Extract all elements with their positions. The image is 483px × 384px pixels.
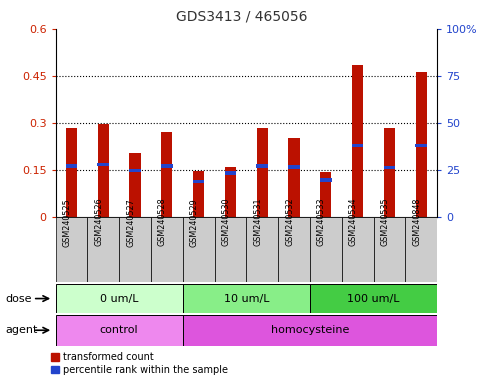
Text: GSM240533: GSM240533: [317, 198, 326, 247]
Text: control: control: [100, 325, 139, 335]
Bar: [310, 284, 437, 313]
Text: dose: dose: [6, 293, 32, 304]
Bar: [98, 124, 109, 217]
Bar: [183, 284, 310, 313]
Bar: [256, 127, 268, 217]
Bar: [352, 65, 363, 217]
Text: 100 um/L: 100 um/L: [347, 293, 400, 304]
Bar: [278, 217, 310, 282]
Bar: [320, 172, 331, 217]
Bar: [129, 169, 141, 172]
Text: GSM240535: GSM240535: [381, 198, 389, 247]
Bar: [342, 217, 373, 282]
Bar: [256, 164, 268, 167]
Text: 10 um/L: 10 um/L: [224, 293, 269, 304]
Bar: [87, 217, 119, 282]
Text: GSM240527: GSM240527: [126, 198, 135, 247]
Bar: [183, 217, 214, 282]
Text: GSM240532: GSM240532: [285, 198, 294, 247]
Bar: [214, 217, 246, 282]
Text: GSM240526: GSM240526: [94, 198, 103, 247]
Bar: [56, 284, 183, 313]
Text: GSM240525: GSM240525: [62, 198, 71, 247]
Bar: [66, 127, 77, 217]
Text: 0 um/L: 0 um/L: [100, 293, 139, 304]
Text: GSM240534: GSM240534: [349, 198, 357, 247]
Bar: [310, 217, 342, 282]
Bar: [384, 127, 395, 217]
Bar: [66, 164, 77, 167]
Bar: [56, 217, 87, 282]
Bar: [352, 144, 364, 147]
Bar: [246, 217, 278, 282]
Bar: [56, 315, 183, 346]
Legend: transformed count, percentile rank within the sample: transformed count, percentile rank withi…: [51, 353, 228, 375]
Bar: [288, 138, 299, 217]
Bar: [161, 132, 172, 217]
Bar: [119, 217, 151, 282]
Bar: [384, 166, 395, 169]
Text: GSM240528: GSM240528: [158, 198, 167, 247]
Text: GDS3413 / 465056: GDS3413 / 465056: [176, 10, 307, 23]
Bar: [320, 178, 332, 182]
Bar: [151, 217, 183, 282]
Text: homocysteine: homocysteine: [271, 325, 349, 335]
Bar: [98, 162, 109, 166]
Bar: [193, 170, 204, 217]
Bar: [183, 315, 437, 346]
Bar: [288, 165, 300, 169]
Bar: [161, 164, 173, 168]
Bar: [415, 144, 427, 147]
Text: GSM240531: GSM240531: [253, 198, 262, 247]
Text: GSM240848: GSM240848: [412, 198, 421, 247]
Bar: [373, 217, 405, 282]
Bar: [225, 167, 236, 217]
Bar: [129, 153, 141, 217]
Text: agent: agent: [6, 325, 38, 335]
Bar: [193, 180, 204, 183]
Bar: [416, 72, 427, 217]
Text: GSM240529: GSM240529: [190, 198, 199, 247]
Text: GSM240530: GSM240530: [221, 198, 230, 247]
Bar: [225, 171, 236, 175]
Bar: [405, 217, 437, 282]
